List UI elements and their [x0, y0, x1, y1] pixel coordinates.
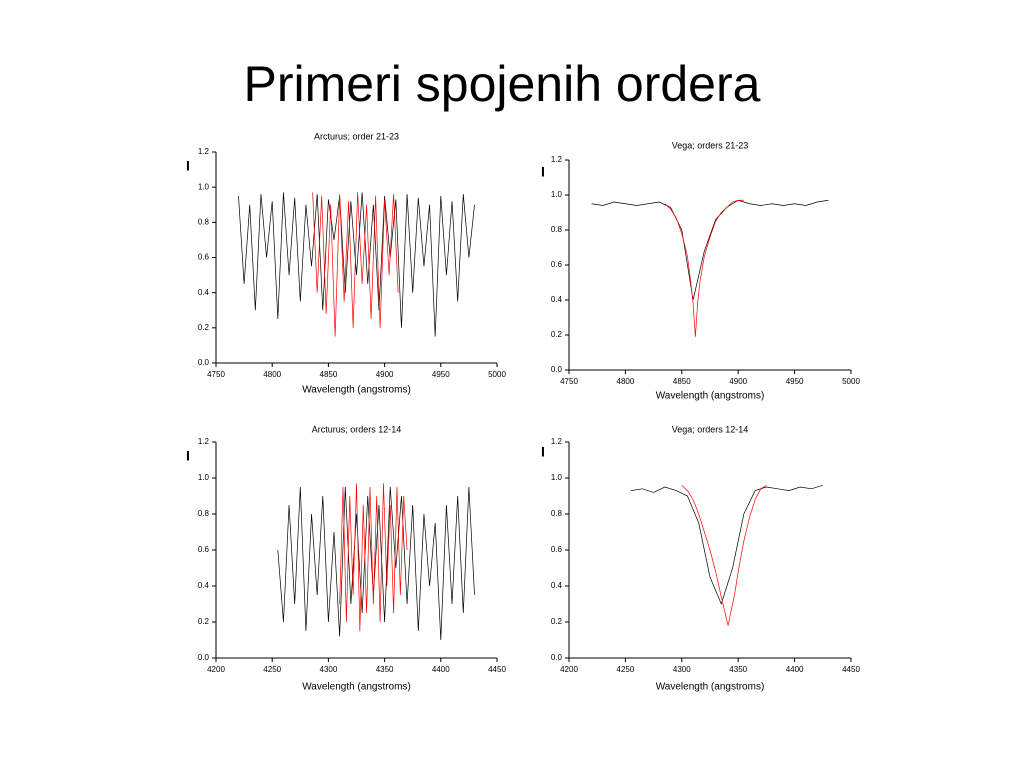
y-tick-label: 0.0: [198, 358, 210, 367]
y-tick-label: 0.6: [551, 545, 563, 554]
y-tick-label: 1.0: [198, 473, 210, 482]
x-tick-label: 4900: [376, 370, 394, 379]
spectrum-line: [339, 483, 408, 632]
y-tick-label: 1.2: [551, 437, 563, 446]
x-tick-label: 4800: [263, 370, 281, 379]
x-tick-label: 4950: [432, 370, 450, 379]
x-tick-label: 4750: [560, 377, 578, 386]
spectrum-line: [681, 484, 767, 626]
y-axis-label: I: [541, 164, 545, 180]
y-tick-label: 0.8: [198, 217, 210, 226]
x-tick-label: 4200: [207, 665, 225, 674]
y-tick-label: 0.4: [198, 288, 210, 297]
x-tick-label: 4300: [320, 665, 338, 674]
x-axis-label: Wavelength (angstroms): [302, 682, 411, 693]
y-tick-label: 0.0: [198, 653, 210, 662]
x-tick-label: 4250: [617, 665, 635, 674]
x-tick-label: 4250: [263, 665, 281, 674]
x-tick-label: 4950: [786, 377, 804, 386]
chart-title: Arcturus; orders 12-14: [312, 424, 402, 434]
y-tick-label: 0.4: [551, 581, 563, 590]
x-tick-label: 4850: [320, 370, 338, 379]
x-tick-label: 4750: [207, 370, 225, 379]
y-tick-label: 0.2: [198, 323, 210, 332]
x-tick-label: 4300: [673, 665, 691, 674]
y-tick-label: 0.0: [551, 653, 563, 662]
chart-title: Arcturus; order 21-23: [314, 131, 399, 141]
x-tick-label: 5000: [842, 377, 860, 386]
y-tick-label: 0.6: [551, 260, 563, 269]
slide-title: Primeri spojenih ordera: [244, 56, 761, 112]
spectrum-line: [238, 192, 475, 337]
x-tick-label: 4400: [432, 665, 450, 674]
x-tick-label: 4400: [786, 665, 804, 674]
y-tick-label: 0.2: [198, 617, 210, 626]
y-tick-label: 1.0: [551, 190, 563, 199]
spectrum-line: [312, 192, 399, 337]
y-axis-label: I: [541, 444, 545, 460]
spectrum-line: [630, 484, 823, 606]
x-axis-label: Wavelength (angstroms): [656, 391, 765, 402]
y-tick-label: 0.4: [198, 581, 210, 590]
y-tick-label: 1.0: [198, 182, 210, 191]
y-tick-label: 1.2: [198, 147, 210, 156]
y-tick-label: 0.8: [198, 509, 210, 518]
y-tick-label: 0.2: [551, 330, 563, 339]
y-tick-label: 0.2: [551, 617, 563, 626]
y-tick-label: 1.0: [551, 473, 563, 482]
y-axis-label: I: [186, 448, 190, 464]
x-tick-label: 4450: [842, 665, 860, 674]
chart-title: Vega; orders 21-23: [672, 140, 749, 150]
y-tick-label: 0.8: [551, 225, 563, 234]
y-tick-label: 0.6: [198, 545, 210, 554]
y-axis-label: I: [186, 158, 190, 174]
x-tick-label: 5000: [488, 370, 506, 379]
y-tick-label: 0.8: [551, 509, 563, 518]
y-tick-label: 1.2: [198, 437, 210, 446]
chart-title: Vega; orders 12-14: [672, 424, 749, 434]
y-tick-label: 0.4: [551, 295, 563, 304]
x-tick-label: 4200: [560, 665, 578, 674]
x-tick-label: 4350: [376, 665, 394, 674]
y-tick-label: 0.0: [551, 365, 563, 374]
x-tick-label: 4850: [673, 377, 691, 386]
y-tick-label: 1.2: [551, 155, 563, 164]
x-tick-label: 4450: [488, 665, 506, 674]
x-tick-label: 4900: [729, 377, 747, 386]
x-tick-label: 4800: [617, 377, 635, 386]
x-axis-label: Wavelength (angstroms): [656, 682, 765, 693]
x-axis-label: Wavelength (angstroms): [302, 385, 411, 396]
x-tick-label: 4350: [729, 665, 747, 674]
spectrum-line: [664, 199, 744, 337]
y-tick-label: 0.6: [198, 253, 210, 262]
spectrum-line: [277, 486, 475, 641]
spectrum-line: [591, 199, 829, 301]
